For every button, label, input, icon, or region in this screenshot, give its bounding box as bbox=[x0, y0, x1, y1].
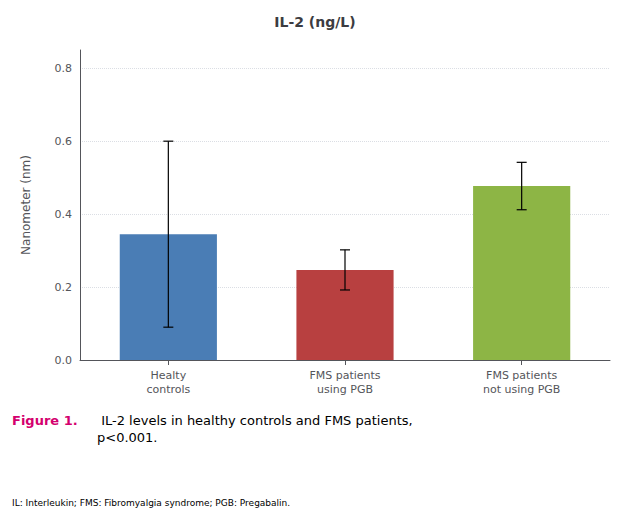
svg-text:FMS patients: FMS patients bbox=[486, 369, 557, 382]
svg-text:0.2: 0.2 bbox=[55, 281, 73, 294]
svg-text:IL: Interleukin; FMS: Fibromya: IL: Interleukin; FMS: Fibromyalgia syndr… bbox=[12, 498, 290, 508]
svg-text:FMS patients: FMS patients bbox=[309, 369, 380, 382]
svg-text:controls: controls bbox=[146, 383, 190, 396]
svg-text:IL-2 (ng/L): IL-2 (ng/L) bbox=[274, 14, 355, 30]
svg-text:IL-2 levels in healthy control: IL-2 levels in healthy controls and FMS … bbox=[97, 413, 413, 428]
svg-text:Nanometer (nm): Nanometer (nm) bbox=[19, 155, 33, 255]
svg-text:using PGB: using PGB bbox=[317, 383, 373, 396]
svg-text:Healty: Healty bbox=[150, 369, 186, 382]
svg-text:0.0: 0.0 bbox=[55, 354, 73, 367]
svg-text:Figure 1.: Figure 1. bbox=[12, 413, 78, 428]
svg-text:0.8: 0.8 bbox=[55, 62, 73, 75]
svg-text:0.6: 0.6 bbox=[55, 135, 73, 148]
svg-text:not using PGB: not using PGB bbox=[483, 383, 560, 396]
svg-text:p<0.001.: p<0.001. bbox=[97, 430, 158, 445]
svg-text:0.4: 0.4 bbox=[55, 208, 73, 221]
